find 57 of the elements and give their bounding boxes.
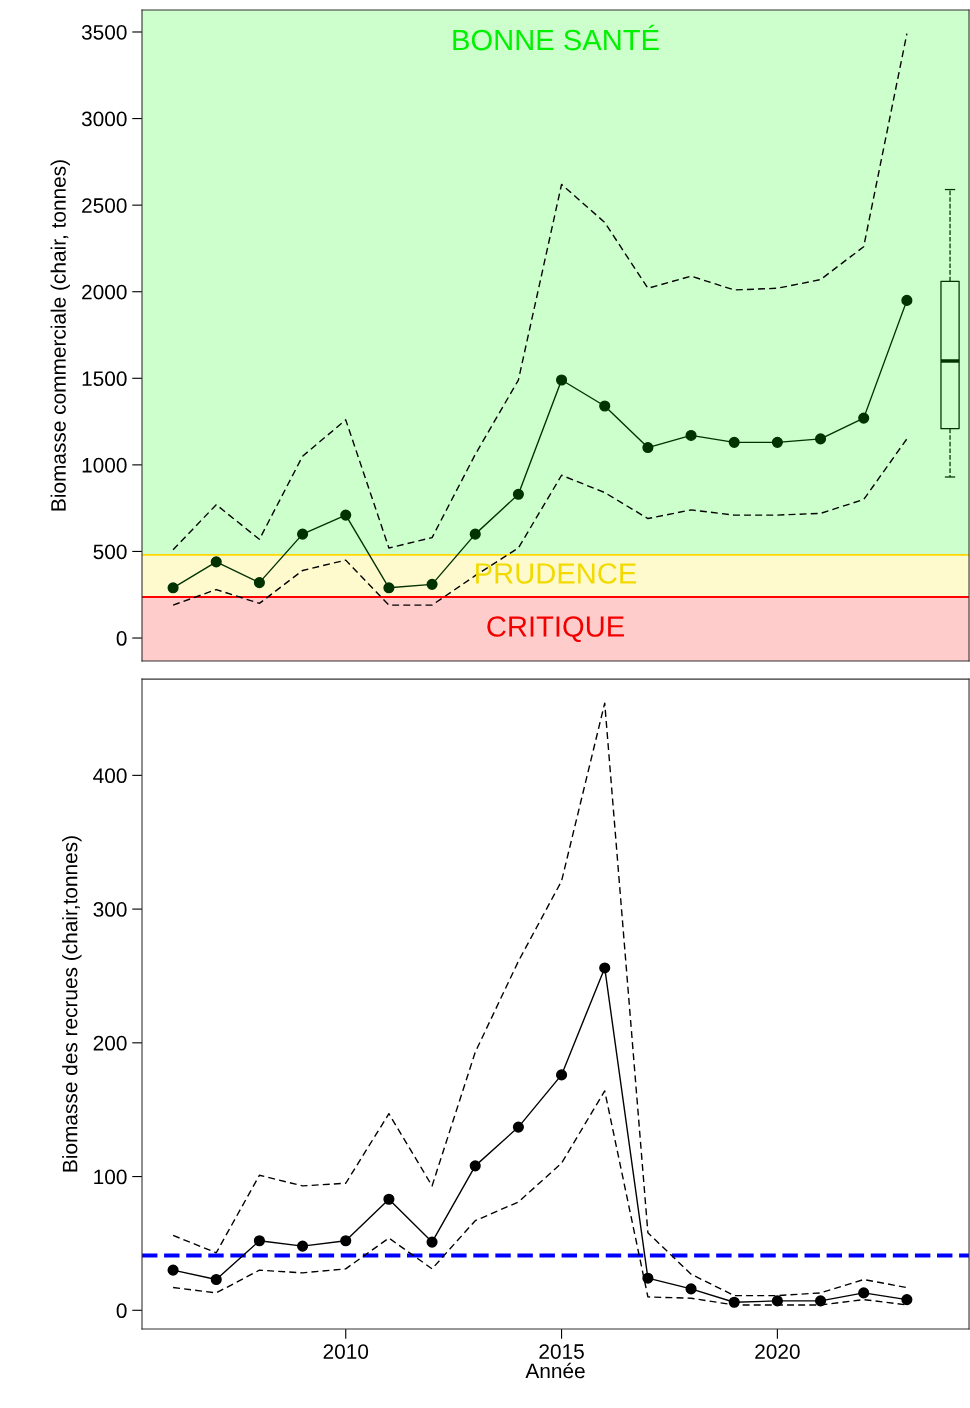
y-tick-label: 3000 [81,111,127,127]
point [642,442,654,454]
point [599,962,611,974]
band-label: PRUDENCE [476,563,637,584]
y-tick-label: 0 [116,631,127,646]
point [383,1193,395,1205]
point [383,582,395,594]
y-tick-label: 400 [93,768,127,784]
point [599,400,611,412]
y-axis-title: Biomasse des recrues (chair,tonnes) [62,836,82,1172]
x-tick-label: 2010 [323,1344,369,1359]
point [858,412,870,424]
point [901,294,913,306]
y-tick-label: 2500 [82,198,127,213]
x-tick-label: 2015 [539,1344,584,1359]
y-tick-label: 1500 [82,371,127,387]
y-tick-label: 3500 [81,24,127,40]
point [728,436,740,448]
point [814,1295,827,1307]
line-series [172,438,908,606]
y-tick-label: 2000 [82,284,127,300]
point [858,1287,870,1299]
point [426,578,438,590]
point [556,374,568,386]
y-tick-label: 1000 [82,457,127,473]
point [426,1236,438,1248]
point [167,1264,179,1276]
point [253,577,265,589]
y-tick-label: 200 [93,1035,127,1051]
point [771,436,783,448]
point [210,556,222,568]
y-tick-label: 100 [94,1169,127,1185]
y-tick-label: 500 [93,544,127,560]
x-tick-label: 2020 [755,1344,800,1359]
y-tick-label: 0 [116,1303,127,1319]
point [685,1283,697,1295]
point [210,1273,222,1286]
band-label: BONNE SANTÉ [453,24,659,51]
point [685,429,697,441]
point [297,1240,309,1252]
point [469,528,481,540]
point [556,1069,568,1081]
point [340,509,352,521]
point [340,1235,352,1247]
point [642,1272,654,1284]
point [512,488,524,500]
point [253,1235,265,1247]
point [297,528,309,540]
point [167,582,179,594]
point [901,1294,913,1306]
band-label: CRITIQUE [487,616,624,643]
point [469,1160,481,1172]
x-axis-title: Année [525,1362,585,1379]
y-axis-title: Biomasse commerciale (chair, tonnes) [50,160,70,511]
point [814,433,827,445]
y-tick-label: 300 [93,902,127,917]
point [512,1121,524,1133]
